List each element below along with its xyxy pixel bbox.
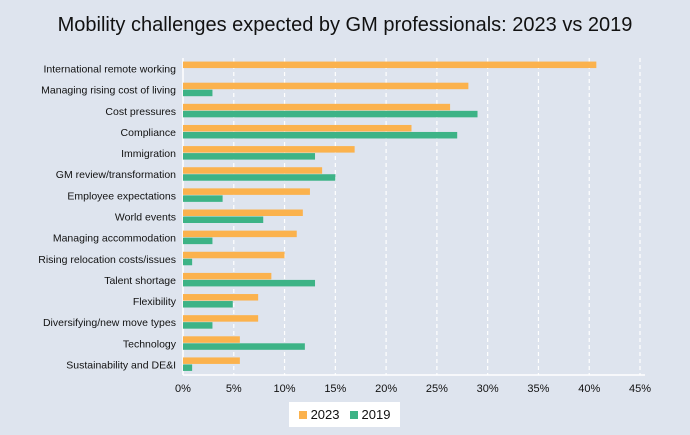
category-label: Cost pressures (105, 106, 176, 118)
bar-2023 (183, 103, 451, 111)
legend-swatch (298, 410, 307, 419)
legend-item-2023: 2023 (298, 407, 340, 422)
x-tick-label: 45% (629, 383, 651, 395)
bar-2023 (183, 82, 469, 90)
category-label: World events (115, 212, 176, 224)
x-tick-label: 30% (477, 383, 499, 395)
category-label: Flexibility (133, 296, 177, 308)
chart-title: Mobility challenges expected by GM profe… (57, 14, 633, 36)
category-label: Employee expectations (67, 190, 176, 202)
bar-2023 (183, 357, 240, 364)
legend: 2023 2019 (289, 402, 400, 427)
category-label: Technology (123, 338, 177, 350)
x-tick-label: 25% (426, 383, 448, 395)
bar-2023 (183, 146, 355, 153)
bar-2023 (183, 124, 412, 132)
bar-2019 (183, 174, 336, 181)
bar-2023 (183, 61, 597, 69)
bar-2019 (183, 343, 305, 350)
bar-2023 (183, 209, 303, 216)
bar-2019 (183, 258, 193, 266)
x-tick-label: 5% (226, 383, 242, 395)
category-label: Diversifying/new move types (43, 317, 176, 329)
bar-2023 (183, 167, 323, 174)
bar-2023 (183, 188, 310, 195)
category-label: Talent shortage (104, 275, 176, 287)
bar-2023 (183, 230, 297, 238)
category-label: Compliance (121, 127, 177, 139)
category-label: Immigration (121, 148, 176, 160)
x-tick-label: 35% (527, 383, 549, 395)
bar-2023 (183, 251, 285, 259)
bar-2019 (183, 322, 213, 329)
category-label: International remote working (44, 64, 177, 76)
legend-item-2019: 2019 (349, 407, 391, 422)
category-label: Sustainability and DE&I (66, 359, 176, 371)
x-tick-label: 40% (578, 383, 600, 395)
legend-swatch (349, 410, 358, 419)
bar-2019 (183, 279, 316, 287)
bar-2023 (183, 336, 240, 343)
x-tick-label: 20% (375, 383, 397, 395)
x-tick-label: 15% (324, 383, 346, 395)
x-tick-label: 0% (175, 383, 191, 395)
bar-2019 (183, 364, 193, 371)
category-label: Managing rising cost of living (41, 85, 176, 97)
category-label: Rising relocation costs/issues (38, 254, 176, 266)
bar-2019 (183, 110, 478, 118)
bar-2019 (183, 301, 233, 308)
bar-2019 (183, 216, 264, 223)
category-label: GM review/transformation (56, 169, 176, 181)
bar-2023 (183, 294, 259, 301)
x-tick-label: 10% (274, 383, 296, 395)
bar-2019 (183, 131, 458, 139)
bar-2023 (183, 272, 272, 280)
bar-2019 (183, 237, 213, 245)
legend-label: 2023 (310, 407, 340, 422)
bar-2019 (183, 195, 223, 202)
bar-2023 (183, 315, 259, 322)
legend-label: 2019 (361, 407, 391, 422)
bar-2019 (183, 153, 316, 160)
category-label: Managing accommodation (53, 233, 176, 245)
bar-2019 (183, 89, 213, 97)
